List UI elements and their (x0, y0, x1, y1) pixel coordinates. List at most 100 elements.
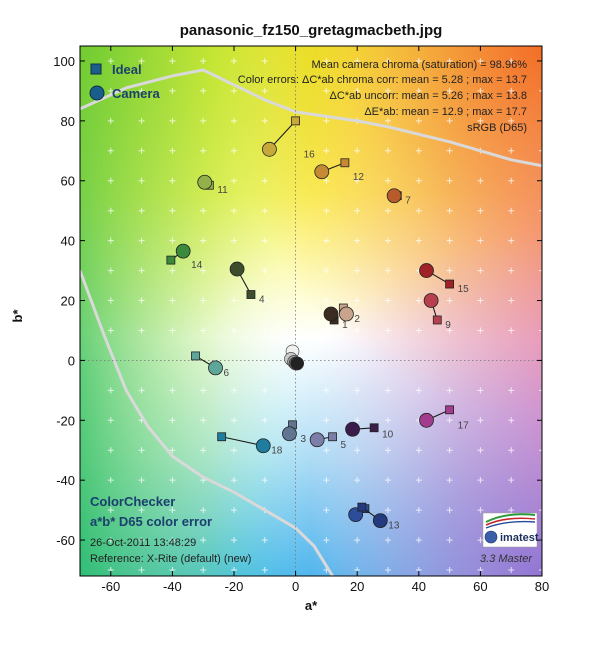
grid-mark (539, 267, 542, 274)
legend: Ideal Camera (89, 62, 160, 101)
camera-marker (419, 263, 434, 278)
grid-mark (231, 507, 237, 514)
patch-label: 18 (271, 446, 283, 457)
grid-mark (169, 477, 176, 484)
patch-14: 14 (166, 243, 203, 271)
stats-line-4: ΔE*ab: mean = 12.9 ; max = 17.7 (364, 106, 527, 118)
grid-mark (354, 177, 361, 184)
grid-mark (261, 387, 268, 394)
grid-mark (323, 177, 330, 184)
grid-mark (200, 447, 207, 454)
grid-mark (477, 57, 484, 64)
stats-block: Mean camera chroma (saturation) = 98.96%… (238, 59, 527, 134)
camera-marker (208, 360, 223, 376)
grid-mark (138, 477, 145, 484)
info-reference: Reference: X-Rite (default) (new) (90, 553, 251, 565)
y-tick-label: 80 (61, 114, 75, 129)
grid-mark (385, 477, 391, 484)
grid-mark (169, 327, 176, 334)
grid-mark (138, 177, 145, 184)
grid-mark (138, 327, 145, 334)
ideal-marker (432, 315, 442, 325)
stats-line-3: ΔC*ab uncorr: mean = 5.26 ; max = 13.8 (329, 90, 527, 102)
grid (107, 57, 542, 574)
legend-camera-marker (89, 85, 105, 101)
grid-mark (138, 237, 145, 244)
grid-mark (446, 87, 453, 94)
stats-line-1: Mean camera chroma (saturation) = 98.96% (311, 59, 527, 71)
x-tick-label: -20 (225, 579, 244, 594)
grid-mark (323, 267, 330, 274)
grid-mark (446, 207, 453, 214)
grid-mark (107, 327, 114, 334)
camera-marker (345, 421, 360, 437)
grid-mark (354, 387, 361, 394)
grid-mark (477, 117, 484, 124)
grid-mark (508, 477, 515, 484)
patch-15: 15 (419, 263, 470, 295)
grid-mark (385, 567, 391, 574)
grid-mark (200, 537, 207, 544)
gamut-lower-curve (80, 270, 334, 576)
x-tick-label: 60 (473, 579, 487, 594)
grid-mark (477, 297, 484, 304)
patch-3: 3 (282, 420, 307, 445)
grid-mark (477, 327, 484, 334)
grid-mark (446, 117, 453, 124)
grid-mark (354, 327, 361, 334)
patch-label: 15 (458, 284, 470, 295)
grid-mark (261, 567, 268, 574)
grid-mark (446, 387, 453, 394)
grid-mark (231, 87, 237, 94)
grid-mark (169, 387, 176, 394)
legend-camera-label: Camera (112, 86, 160, 101)
grid-mark (169, 117, 176, 124)
grid-mark (477, 537, 484, 544)
grid-mark (138, 117, 145, 124)
y-tick-label: 100 (53, 54, 75, 69)
grid-mark (477, 177, 484, 184)
grid-mark (477, 417, 484, 424)
grid-mark (508, 567, 515, 574)
grid-mark (323, 207, 330, 214)
grid-mark (508, 447, 515, 454)
grid-mark (200, 57, 207, 64)
grid-mark (231, 447, 237, 454)
chart-title: panasonic_fz150_gretagmacbeth.jpg (180, 22, 443, 39)
grid-mark (446, 177, 453, 184)
x-axis-label: a* (305, 598, 318, 613)
grid-mark (477, 267, 484, 274)
grid-mark (200, 507, 207, 514)
grid-mark (231, 297, 237, 304)
patch-16: 16 (262, 116, 315, 160)
grid-mark (231, 327, 237, 334)
x-tick-label: 80 (535, 579, 549, 594)
legend-ideal-label: Ideal (112, 62, 142, 77)
grid-mark (477, 477, 484, 484)
patch-label: 17 (458, 420, 470, 431)
grid-mark (323, 87, 330, 94)
patch-label: 6 (224, 368, 230, 379)
grid-mark (261, 477, 268, 484)
patch-label: 12 (353, 172, 365, 183)
grid-mark (107, 237, 114, 244)
x-tick-label: 20 (350, 579, 364, 594)
ideal-marker (191, 351, 200, 361)
grid-mark (354, 87, 361, 94)
axis-ticks: -60 -40 -20 0 20 40 60 80 -60 -40 -20 0 20 40 60 80 100 (53, 46, 549, 594)
camera-marker (255, 438, 271, 454)
grid-mark (261, 327, 268, 334)
grid-mark (231, 117, 237, 124)
grid-mark (354, 537, 361, 544)
grid-mark (508, 267, 515, 274)
grid-mark (446, 477, 453, 484)
grid-mark (107, 447, 114, 454)
grid-mark (200, 387, 207, 394)
grid-mark (323, 237, 330, 244)
ideal-marker (357, 502, 367, 512)
plot-area: 123456789101112131415161718 (80, 46, 542, 576)
grid-mark (107, 417, 114, 424)
grid-mark (446, 447, 453, 454)
grid-mark (508, 207, 515, 214)
camera-marker (372, 513, 388, 529)
